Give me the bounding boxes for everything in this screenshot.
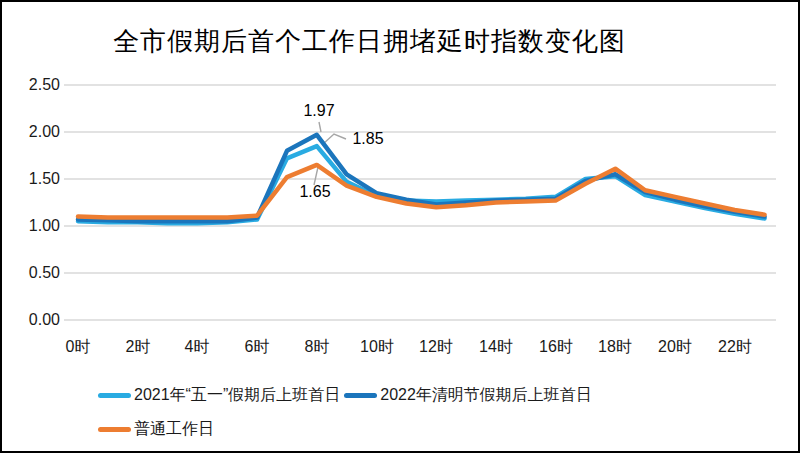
x-axis-tick-label: 22时 [705, 338, 765, 356]
y-axis-tick-label: 1.50 [8, 170, 60, 188]
x-axis-tick-label: 2时 [108, 338, 168, 356]
x-axis-tick-label: 4时 [167, 338, 227, 356]
x-axis-tick-label: 20时 [645, 338, 705, 356]
data-label-peak-2021: 1.85 [344, 130, 392, 147]
legend-label-2022: 2022年清明节假期后上班首日 [380, 385, 592, 406]
data-label-peak-2022: 1.97 [295, 102, 343, 119]
data-label-peak-normal: 1.65 [291, 183, 339, 200]
x-axis-tick-label: 10时 [347, 338, 407, 356]
y-axis-tick-label: 2.50 [8, 76, 60, 94]
legend-row-2: 普通工作日 [98, 419, 218, 440]
chart-frame: 全市假期后首个工作日拥堵延时指数变化图 2.50 2.00 1.50 1.00 … [0, 0, 800, 453]
x-axis-tick-label: 12时 [406, 338, 466, 356]
legend-swatch-darkblue-icon [344, 393, 377, 398]
legend-swatch-lightblue-icon [98, 393, 131, 398]
legend-item-2021: 2021年“五一”假期后上班首日 [98, 385, 340, 406]
legend-label-2021: 2021年“五一”假期后上班首日 [134, 385, 340, 406]
y-axis-tick-label: 0.50 [8, 264, 60, 282]
legend-item-2022: 2022年清明节假期后上班首日 [344, 385, 592, 406]
legend-row-1: 2021年“五一”假期后上班首日 2022年清明节假期后上班首日 [98, 385, 596, 406]
legend-item-normal: 普通工作日 [98, 419, 214, 440]
x-axis-tick-label: 0时 [48, 338, 108, 356]
y-axis-tick-label: 1.00 [8, 217, 60, 235]
legend-label-normal: 普通工作日 [134, 419, 214, 440]
x-axis-tick-label: 14时 [466, 338, 526, 356]
y-axis-tick-label: 0.00 [8, 311, 60, 329]
x-axis-tick-label: 18时 [585, 338, 645, 356]
x-axis-tick-label: 16时 [526, 338, 586, 356]
y-axis-tick-label: 2.00 [8, 123, 60, 141]
x-axis-tick-label: 6时 [227, 338, 287, 356]
x-axis-tick-label: 8时 [287, 338, 347, 356]
legend-swatch-orange-icon [98, 427, 131, 432]
